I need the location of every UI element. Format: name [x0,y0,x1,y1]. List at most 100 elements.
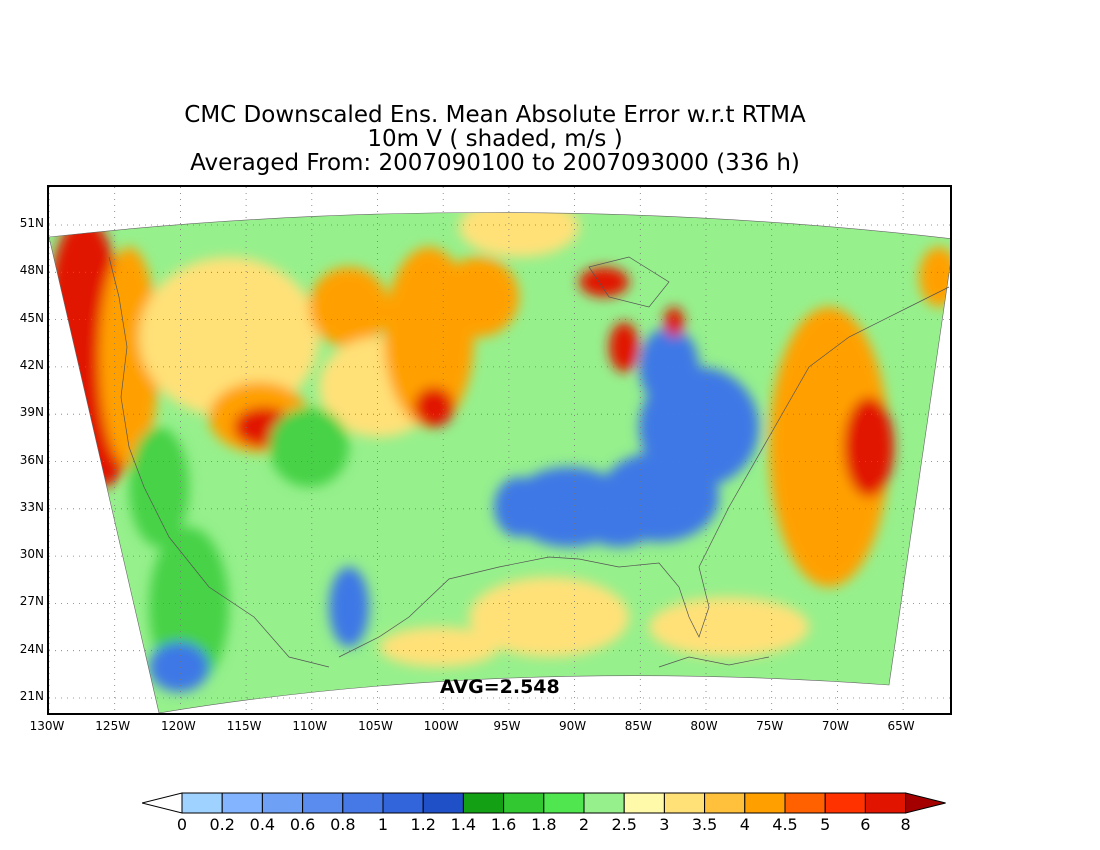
lon-label: 95W [493,719,521,733]
lon-label: 105W [358,719,393,733]
colorbar-label: 1.2 [410,815,436,834]
lat-label: 39N [19,405,44,420]
lon-label: 130W [29,719,65,733]
shade-patch [139,257,319,417]
pacific-coast [108,256,330,668]
colorbar-swatch [382,792,424,814]
shade-patch [414,387,454,427]
lon-label: 115W [226,719,262,733]
colorbar-swatch [221,792,263,814]
lat-label: 36N [19,452,44,467]
colorbar-swatch [181,792,223,814]
lon-label: 120W [161,719,196,733]
shade-patch [769,307,889,587]
shade-patch [664,307,684,337]
colorbar-swatch [744,792,786,814]
lon-label: 80W [690,719,718,733]
colorbar-swatch [864,792,907,814]
shade-patch [609,322,639,372]
shade-patch [579,487,659,547]
shade-patch [99,247,159,467]
colorbar-swatch [663,792,706,814]
lon-label: 110W [292,719,328,733]
title-line-2: 10m V ( shaded, m/s ) [367,126,623,152]
shade-patch [494,477,544,537]
colorbar-swatch [261,792,304,814]
shade-patch [149,642,209,692]
lat-label: 27N [19,594,44,609]
lat-label: 45N [19,310,44,325]
colorbar-swatch [824,792,866,814]
colorbar [142,792,946,814]
title-line-3: Averaged From: 2007090100 to 2007093000 … [190,150,800,176]
colorbar-swatch [704,792,746,814]
shaded-blobs [49,212,950,692]
shade-patch [129,427,189,547]
colorbar-label: 3 [659,815,670,834]
lon-label: 65W [887,719,915,733]
lat-label: 48N [19,263,44,278]
colorbar-label: 2 [578,815,590,834]
colorbar-swatch [503,792,545,814]
colorbar-swatch [462,792,505,814]
domain-outline [49,212,950,713]
lat-label: 24N [19,641,44,656]
lat-label: 30N [19,547,44,562]
colorbar-label: 1.4 [450,815,477,834]
colorbar-label: 0.8 [330,815,356,834]
colorbar-label: 0 [176,815,188,834]
colorbar-label: 0.4 [249,815,276,834]
colorbar-swatch [422,792,464,814]
lon-label: 100W [423,719,459,733]
lat-label: 51N [19,216,44,230]
lon-label: 75W [756,719,784,733]
lat-label: 42N [19,357,44,372]
shade-patch [579,267,629,297]
colorbar-arrow-low [142,792,183,814]
colorbar-label: 3.5 [691,815,718,834]
graticule [49,187,950,713]
colorbar-swatch [784,792,826,814]
lat-label: 21N [19,689,44,703]
colorbar-label: 0.6 [289,815,316,834]
shade-patch [329,567,369,647]
shade-patch [309,267,389,347]
colorbar-swatch [543,792,585,814]
colorbar-label: 4 [739,815,750,834]
great-lakes [588,256,670,308]
colorbar-label: 5 [820,815,831,834]
shade-patch [439,257,519,337]
colorbar-swatch [342,792,384,814]
colorbar-label: 1.8 [531,815,557,834]
colorbar-label: 0.2 [209,815,235,834]
colorbar-label: 1 [377,815,389,834]
colorbar-label: 1.6 [490,815,517,834]
colorbar-swatch [302,792,344,814]
colorbar-label: 6 [860,815,871,834]
map-frame [47,185,952,715]
gulf-atlantic-coast [338,286,950,658]
colorbar-label: 8 [900,815,911,834]
lon-label: 90W [559,719,587,733]
average-label: AVG=2.548 [440,676,560,698]
colorbar-label: 4.5 [772,815,798,834]
shade-patch [649,597,809,657]
shade-patch [844,397,894,497]
shade-patch [639,327,699,407]
shade-patch [379,627,499,667]
shaded-field [49,212,950,713]
shade-patch [459,212,579,257]
lon-label: 125W [95,719,131,733]
lon-label: 85W [624,719,652,733]
colorbar-swatch [583,792,625,814]
shade-patch [269,407,349,487]
title-line-1: CMC Downscaled Ens. Mean Absolute Error … [184,102,806,128]
cuba [658,656,770,668]
colorbar-label: 2.5 [611,815,637,834]
lon-label: 70W [821,719,849,733]
error-map [49,187,950,713]
coastlines [108,256,950,668]
colorbar-arrow-high [905,792,946,814]
lat-label: 33N [19,499,44,514]
colorbar-swatch [623,792,665,814]
